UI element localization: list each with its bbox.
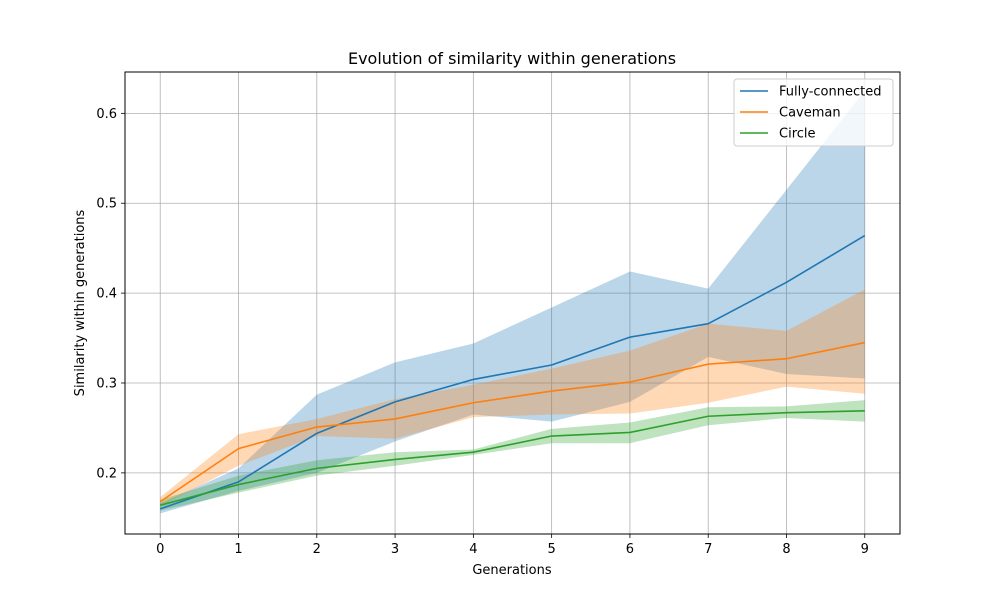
x-tick-label: 6 (626, 542, 634, 557)
chart-title: Evolution of similarity within generatio… (348, 49, 676, 68)
x-tick-label: 3 (391, 542, 399, 557)
legend-label-1: Caveman (779, 106, 841, 121)
y-tick-label: 0.6 (96, 107, 117, 122)
x-tick-label: 9 (861, 542, 869, 557)
x-tick-label: 2 (313, 542, 321, 557)
x-tick-label: 8 (782, 542, 790, 557)
y-axis-label: Similarity within generations (73, 209, 88, 396)
x-tick-label: 1 (234, 542, 242, 557)
series-line-0 (159, 234, 866, 510)
legend-label-0: Fully-connected (779, 85, 881, 100)
confidence-band-2 (160, 400, 865, 511)
legend: Fully-connected Caveman Circle (733, 78, 894, 147)
y-tick-label: 0.4 (96, 287, 117, 302)
y-tick-label: 0.3 (96, 376, 117, 391)
confidence-bands (160, 90, 865, 514)
series-lines (159, 234, 866, 510)
series-line-2 (160, 410, 865, 507)
confidence-band-1 (160, 289, 865, 507)
y-tick-label: 0.5 (96, 197, 117, 212)
legend-box (733, 78, 894, 147)
confidence-band-0 (160, 90, 865, 514)
x-axis-label: Generations (472, 563, 552, 578)
y-axis-ticks: 0.2 0.3 0.4 0.5 0.6 (96, 107, 125, 481)
series-line-1 (159, 341, 865, 503)
x-tick-label: 7 (704, 542, 712, 557)
x-axis-ticks: 0 1 2 3 4 5 6 7 8 9 (156, 534, 869, 557)
y-tick-label: 0.2 (96, 466, 117, 481)
plot-frame (124, 71, 901, 535)
x-tick-label: 5 (548, 542, 556, 557)
legend-label-2: Circle (779, 127, 816, 142)
x-tick-label: 0 (156, 542, 164, 557)
x-tick-label: 4 (469, 542, 477, 557)
